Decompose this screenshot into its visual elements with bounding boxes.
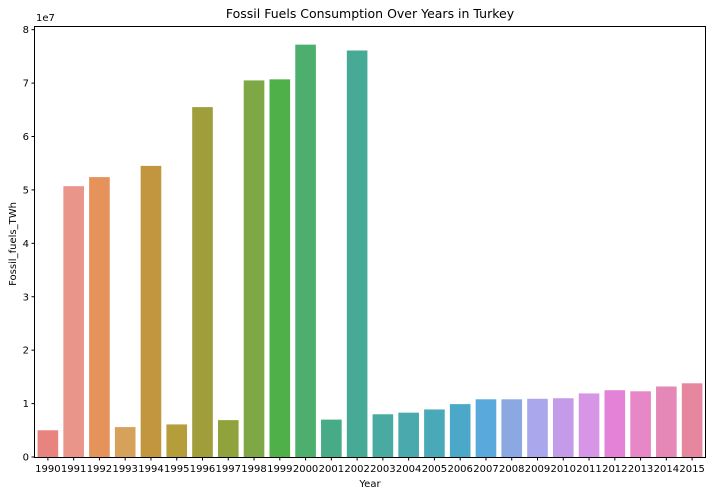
x-tick-label: 1993 (112, 464, 137, 475)
bar-1991 (63, 186, 84, 457)
x-tick-label: 1996 (190, 464, 215, 475)
bar-2005 (424, 409, 445, 457)
y-tick-label: 2 (23, 346, 29, 357)
x-tick-label: 2001 (319, 464, 344, 475)
bars-group (37, 44, 703, 458)
y-axis-label: Fossil_fuels_TWh (8, 202, 19, 286)
bar-1992 (89, 177, 110, 457)
y-tick-label: 5 (23, 185, 29, 196)
plot-frame (34, 26, 706, 458)
x-tick-label: 2007 (473, 464, 498, 475)
x-tick-label: 2011 (576, 464, 601, 475)
x-tick-label: 2003 (370, 464, 395, 475)
y-tick-label: 6 (23, 132, 29, 143)
x-axis-label: Year (358, 479, 381, 490)
bar-2012 (604, 390, 626, 457)
bar-1997 (217, 420, 239, 457)
x-tick-label: 2009 (525, 464, 550, 475)
x-tick-label: 1990 (35, 464, 60, 475)
y-tick-label: 0 (23, 453, 29, 464)
bar-2014 (656, 386, 677, 457)
bar-2004 (398, 412, 419, 457)
bar-2010 (552, 398, 574, 457)
bar-2006 (449, 404, 471, 457)
x-tick-label: 2015 (679, 464, 704, 475)
y-tick-label: 4 (23, 239, 29, 250)
bar-1995 (166, 424, 188, 457)
x-tick-label: 1999 (267, 464, 292, 475)
y-scale-label: 1e7 (36, 13, 55, 24)
chart-title: Fossil Fuels Consumption Over Years in T… (226, 6, 515, 21)
x-tick-label: 1994 (138, 464, 163, 475)
bar-2001 (321, 419, 342, 457)
x-ticks-group: 1990 1991 1992 1993 1994 1995 1996 1997 1998 1999… (35, 457, 705, 475)
y-tick-label: 3 (23, 292, 29, 303)
bar-2013 (630, 391, 651, 457)
bar-2009 (527, 398, 548, 457)
bar-1990 (37, 430, 59, 457)
x-tick-label: 2002 (344, 464, 369, 475)
bar-2000 (295, 44, 316, 457)
x-tick-label: 1995 (164, 464, 189, 475)
bar-2007 (475, 399, 497, 457)
x-tick-label: 2006 (447, 464, 472, 475)
bar-1996 (192, 107, 213, 458)
bar-2011 (578, 393, 600, 457)
y-ticks-group: 0 1 2 3 4 5 6 7 8 (23, 25, 35, 464)
bar-1998 (243, 80, 265, 458)
bar-2002 (346, 50, 368, 457)
x-tick-label: 1991 (61, 464, 86, 475)
x-tick-label: 1992 (87, 464, 112, 475)
x-tick-label: 2000 (293, 464, 318, 475)
x-tick-label: 2014 (654, 464, 679, 475)
y-tick-label: 1 (23, 399, 29, 410)
x-tick-label: 1997 (216, 464, 241, 475)
bar-2015 (681, 383, 703, 457)
bar-1999 (269, 79, 291, 457)
bar-2008 (501, 399, 523, 457)
x-tick-label: 2012 (602, 464, 627, 475)
x-tick-label: 2008 (499, 464, 524, 475)
x-tick-label: 2013 (628, 464, 653, 475)
x-tick-label: 2004 (396, 464, 421, 475)
bar-1993 (114, 427, 136, 457)
y-tick-label: 8 (23, 25, 29, 36)
x-tick-label: 2005 (422, 464, 447, 475)
x-tick-label: 1998 (241, 464, 266, 475)
x-tick-label: 2010 (551, 464, 576, 475)
bar-1994 (140, 165, 162, 457)
bar-2003 (372, 414, 394, 457)
y-tick-label: 7 (23, 79, 29, 90)
